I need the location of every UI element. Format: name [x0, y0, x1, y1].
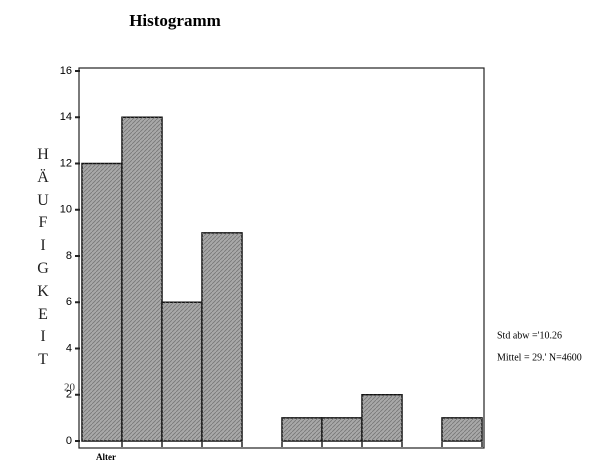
bar-hatch: [322, 417, 362, 441]
bar-hatch: [162, 302, 202, 441]
y-axis-label: HÄUFIGKEIT: [37, 146, 49, 369]
annotation: Std abw ='10.26: [497, 330, 562, 341]
y-tick-label: 4: [66, 342, 72, 354]
y-tick-label: 12: [60, 157, 72, 169]
bar-hatch: [442, 417, 482, 441]
y-tick-label: 8: [66, 250, 72, 262]
plot-frame: [78, 67, 485, 449]
y-tick-label: 16: [60, 65, 72, 77]
y-tick-label: 6: [66, 296, 72, 308]
chart-title: Histogramm: [129, 11, 221, 30]
bar-hatch: [282, 417, 322, 441]
annotation: Mittel = 29.' N=4600: [497, 352, 582, 363]
bar-hatch: [122, 117, 162, 441]
y-tick-label: 14: [60, 111, 72, 123]
y-tick-label: 2: [66, 389, 72, 401]
bar-hatch: [82, 163, 122, 441]
x-axis-label: Alter: [96, 452, 116, 462]
bar-hatch: [362, 394, 402, 441]
y-tick-label: 10: [60, 204, 72, 216]
bar-hatch: [202, 232, 242, 441]
y-tick-label: 0: [66, 435, 72, 447]
